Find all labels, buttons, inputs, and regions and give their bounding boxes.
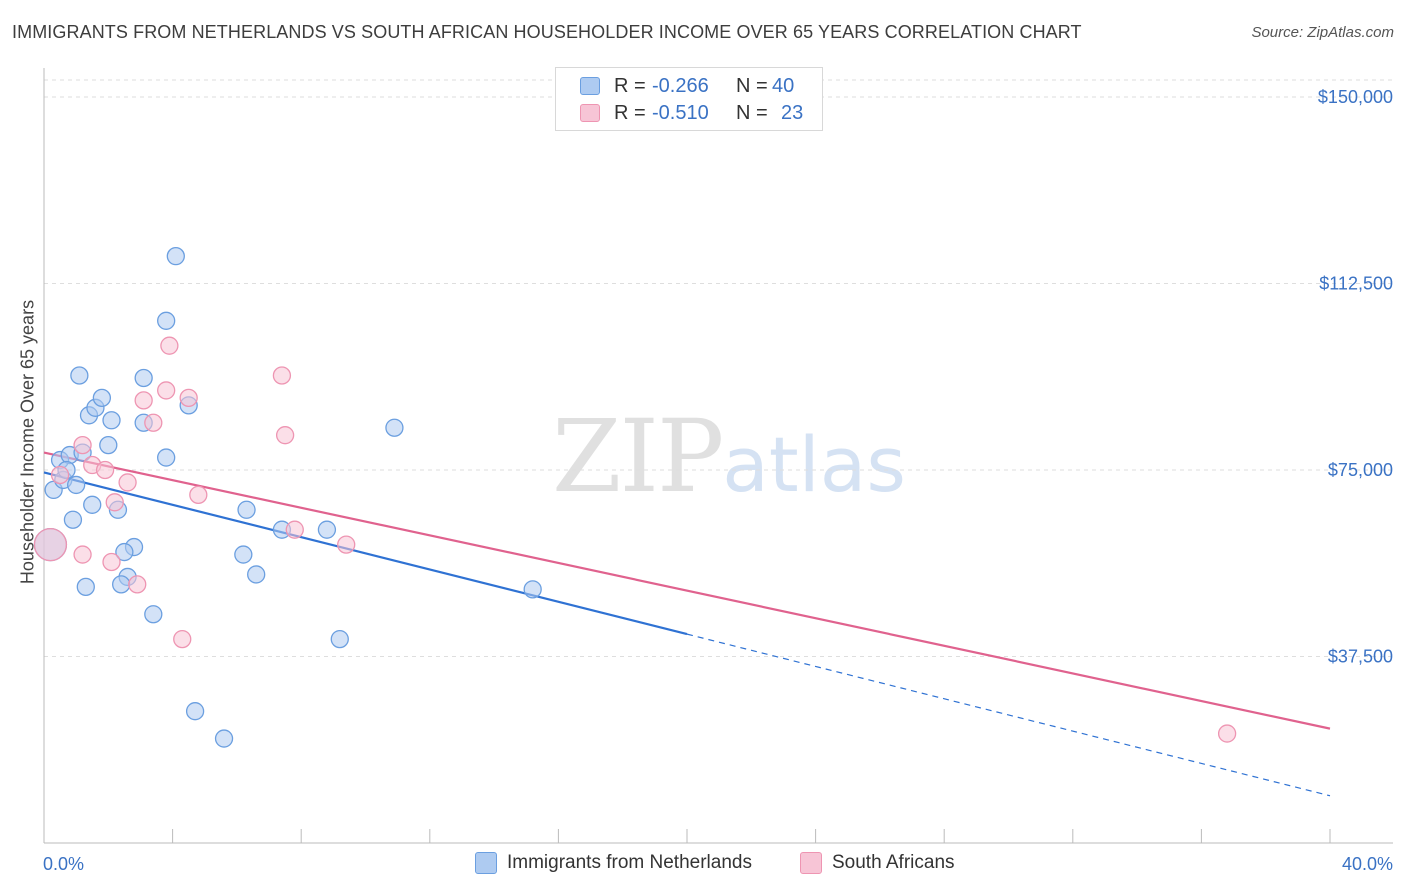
point-netherlands bbox=[70, 366, 89, 385]
point-south-africans bbox=[50, 465, 70, 485]
watermark: ZIPatlas bbox=[552, 398, 906, 515]
point-netherlands bbox=[63, 510, 83, 529]
point-south-africans bbox=[160, 336, 179, 355]
n-label: N = bbox=[736, 101, 768, 124]
point-netherlands bbox=[134, 368, 153, 388]
point-south-africans bbox=[102, 552, 121, 572]
trend-line-netherlands-extrapolated bbox=[686, 633, 1331, 797]
point-netherlands bbox=[523, 580, 542, 599]
point-netherlands bbox=[92, 388, 112, 408]
legend-swatch-south-africans bbox=[800, 852, 822, 874]
point-south-africans bbox=[134, 391, 153, 410]
point-south-africans bbox=[128, 575, 147, 594]
legend-item-netherlands[interactable]: Immigrants from Netherlands bbox=[475, 852, 752, 874]
chart-source: Source: ZipAtlas.com bbox=[1251, 24, 1394, 41]
point-netherlands bbox=[385, 418, 404, 437]
point-south-africans bbox=[179, 388, 198, 408]
point-netherlands bbox=[115, 542, 134, 562]
point-south-africans bbox=[95, 460, 115, 480]
watermark-zip: ZIP bbox=[552, 398, 724, 515]
point-netherlands bbox=[185, 702, 205, 721]
r-value: -0.266 bbox=[652, 74, 709, 97]
point-netherlands bbox=[112, 575, 131, 594]
point-netherlands bbox=[83, 495, 102, 514]
point-netherlands bbox=[214, 729, 234, 748]
chart-title: IMMIGRANTS FROM NETHERLANDS VS SOUTH AFR… bbox=[12, 22, 1082, 42]
trend-line-netherlands bbox=[43, 471, 688, 636]
point-netherlands bbox=[234, 545, 253, 564]
point-south-africans bbox=[272, 366, 292, 385]
point-netherlands bbox=[144, 605, 163, 624]
x-tick-label-max: 40.0% bbox=[1342, 854, 1393, 874]
gridlines bbox=[44, 79, 1393, 657]
point-south-africans bbox=[73, 545, 92, 564]
point-netherlands bbox=[102, 411, 121, 430]
n-value: 40 bbox=[772, 74, 795, 97]
trend-line-south-africans bbox=[43, 451, 1331, 730]
point-netherlands bbox=[330, 629, 349, 649]
point-south-africans bbox=[285, 520, 304, 539]
point-netherlands bbox=[237, 500, 256, 519]
y-tick-label: $37,500 bbox=[1328, 647, 1393, 667]
y-tick-label: $75,000 bbox=[1328, 460, 1393, 480]
axes bbox=[43, 68, 1393, 844]
legend-label-netherlands: Immigrants from Netherlands bbox=[507, 852, 752, 873]
data-points bbox=[33, 246, 1237, 748]
point-netherlands bbox=[76, 577, 95, 597]
point-south-africans bbox=[118, 473, 137, 492]
point-netherlands bbox=[166, 246, 185, 266]
legend-swatch-netherlands bbox=[475, 852, 497, 874]
correlation-stats-box: R = -0.266 N = 40 R = -0.510 N = 23 bbox=[555, 67, 823, 131]
point-netherlands bbox=[67, 475, 86, 495]
watermark-atlas: atlas bbox=[722, 420, 906, 509]
y-tick-label: $112,500 bbox=[1319, 274, 1393, 294]
legend-item-south-africans[interactable]: South Africans bbox=[800, 852, 955, 874]
x-tick-label-min: 0.0% bbox=[43, 854, 84, 874]
y-axis-label: Householder Income Over 65 years bbox=[17, 299, 38, 585]
r-value: -0.510 bbox=[652, 101, 709, 124]
point-south-africans bbox=[144, 413, 163, 432]
netherlands-swatch bbox=[580, 77, 600, 95]
stats-row-netherlands: R = -0.266 N = 40 bbox=[580, 73, 794, 99]
point-south-africans bbox=[157, 381, 176, 400]
point-south-africans bbox=[189, 485, 208, 505]
point-south-africans bbox=[33, 527, 68, 562]
n-label: N = bbox=[736, 74, 768, 97]
point-netherlands bbox=[157, 311, 176, 330]
r-label: R = bbox=[614, 74, 646, 97]
south-africans-swatch bbox=[580, 104, 600, 122]
point-south-africans bbox=[337, 535, 356, 554]
point-south-africans bbox=[1217, 724, 1237, 743]
point-netherlands bbox=[247, 565, 266, 584]
point-south-africans bbox=[173, 629, 192, 649]
stats-row-south-africans: R = -0.510 N = 23 bbox=[580, 100, 803, 126]
y-tick-label: $150,000 bbox=[1318, 87, 1393, 107]
point-netherlands bbox=[157, 448, 176, 467]
legend: Immigrants from Netherlands South Africa… bbox=[0, 852, 1406, 878]
point-netherlands bbox=[99, 435, 118, 455]
point-south-africans bbox=[275, 426, 295, 445]
point-netherlands bbox=[317, 520, 337, 539]
n-value: 23 bbox=[781, 101, 804, 124]
trend-lines bbox=[43, 451, 1331, 797]
point-south-africans bbox=[73, 435, 92, 455]
point-south-africans bbox=[105, 493, 124, 512]
y-tick-labels: $37,500 $75,000 $112,500 $150,000 bbox=[1318, 87, 1393, 667]
legend-label-south-africans: South Africans bbox=[832, 852, 955, 873]
r-label: R = bbox=[614, 101, 646, 124]
